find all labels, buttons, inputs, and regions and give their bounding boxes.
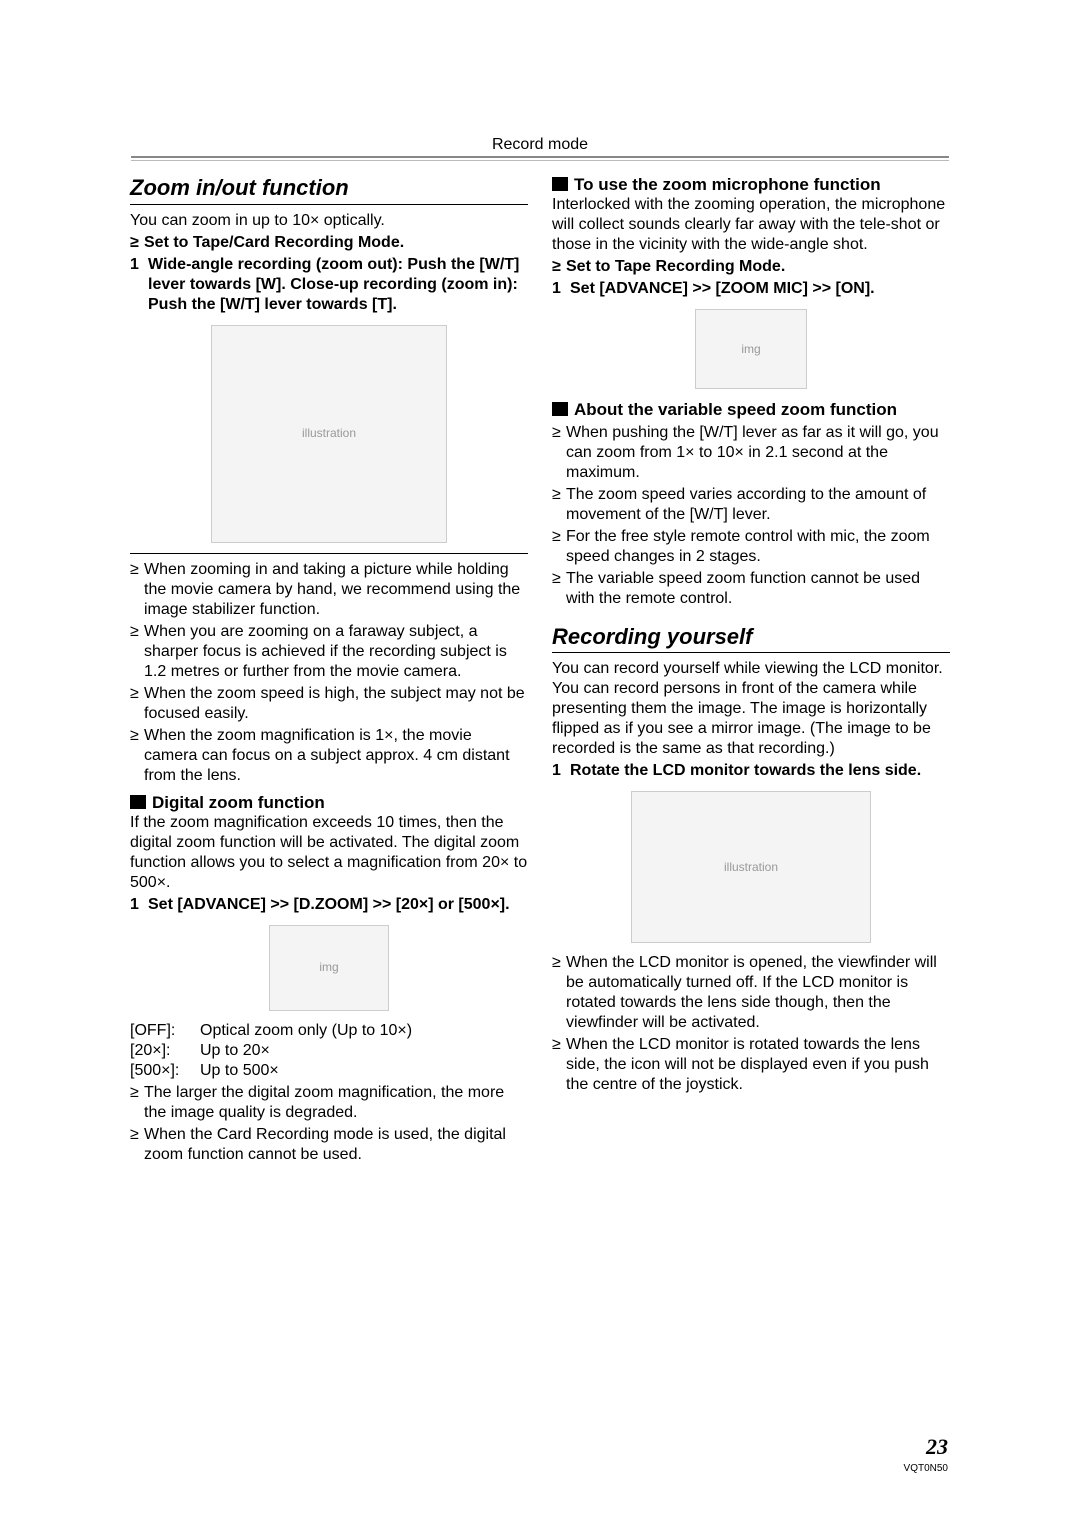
rec-self-notes: When the LCD monitor is opened, the view…: [552, 953, 950, 1095]
step-number: 1: [130, 895, 139, 915]
step-text: Rotate the LCD monitor towards the lens …: [570, 762, 921, 779]
heading-text: To use the zoom microphone function: [574, 174, 881, 195]
page-number: 23: [926, 1434, 948, 1460]
step-number: 1: [552, 279, 561, 299]
digital-zoom-screenshot: img: [269, 925, 389, 1011]
set-mode: Set to Tape Recording Mode.: [552, 257, 950, 277]
table-row: [20×]: Up to 20×: [130, 1041, 528, 1061]
note: When pushing the [W/T] lever as far as i…: [552, 423, 950, 483]
digital-zoom-body: If the zoom magnification exceeds 10 tim…: [130, 813, 528, 893]
opt-val: Up to 20×: [200, 1041, 270, 1061]
opt-key: [500×]:: [130, 1061, 200, 1081]
var-zoom-heading: About the variable speed zoom function: [552, 399, 950, 420]
digital-step: 1 Set [ADVANCE] >> [D.ZOOM] >> [20×] or …: [130, 895, 528, 915]
note: When the LCD monitor is rotated towards …: [552, 1035, 950, 1095]
spacer: [552, 609, 950, 623]
title-rule: [552, 652, 950, 653]
rec-self-step: 1 Rotate the LCD monitor towards the len…: [552, 761, 950, 781]
var-zoom-notes: When pushing the [W/T] lever as far as i…: [552, 423, 950, 609]
note: When the Card Recording mode is used, th…: [130, 1125, 528, 1165]
zoom-intro: You can zoom in up to 10× optically.: [130, 211, 528, 231]
note: The larger the digital zoom magnificatio…: [130, 1083, 528, 1123]
section-header: Record mode: [0, 136, 1080, 154]
step-number: 1: [552, 761, 561, 781]
opt-val: Up to 500×: [200, 1061, 279, 1081]
right-column: To use the zoom microphone function Inte…: [552, 174, 950, 1165]
block-icon: [130, 795, 146, 809]
divider: [130, 553, 528, 554]
title-rule: [130, 204, 528, 205]
step-number: 1: [130, 255, 139, 275]
left-column: Zoom in/out function You can zoom in up …: [130, 174, 528, 1165]
content-columns: Zoom in/out function You can zoom in up …: [130, 174, 950, 1165]
heading-text: Digital zoom function: [152, 792, 325, 813]
step-text: Wide-angle recording (zoom out): Push th…: [148, 256, 519, 313]
note: When the LCD monitor is opened, the view…: [552, 953, 950, 1033]
note: When you are zooming on a faraway subjec…: [130, 622, 528, 682]
note: For the free style remote control with m…: [552, 527, 950, 567]
zoom-options-table: [OFF]: Optical zoom only (Up to 10×) [20…: [130, 1021, 528, 1081]
header-rule: [131, 156, 949, 161]
rotate-lcd-illustration: illustration: [631, 791, 871, 943]
digital-zoom-heading: Digital zoom function: [130, 792, 528, 813]
heading-text: About the variable speed zoom function: [574, 399, 897, 420]
zoom-title: Zoom in/out function: [130, 174, 528, 202]
opt-val: Optical zoom only (Up to 10×): [200, 1021, 412, 1041]
set-mode: Set to Tape/Card Recording Mode.: [130, 233, 528, 253]
note: The variable speed zoom function cannot …: [552, 569, 950, 609]
zoom-mic-screenshot: img: [695, 309, 807, 389]
doc-id: VQT0N50: [904, 1463, 948, 1474]
digital-notes: The larger the digital zoom magnificatio…: [130, 1083, 528, 1165]
block-icon: [552, 402, 568, 416]
camera-zoom-illustration: illustration: [211, 325, 447, 543]
note: When zooming in and taking a picture whi…: [130, 560, 528, 620]
zoom-notes: When zooming in and taking a picture whi…: [130, 560, 528, 786]
zoom-mic-body: Interlocked with the zooming operation, …: [552, 195, 950, 255]
zoom-mic-step: 1 Set [ADVANCE] >> [ZOOM MIC] >> [ON].: [552, 279, 950, 299]
table-row: [500×]: Up to 500×: [130, 1061, 528, 1081]
opt-key: [OFF]:: [130, 1021, 200, 1041]
note: When the zoom magnification is 1×, the m…: [130, 726, 528, 786]
table-row: [OFF]: Optical zoom only (Up to 10×): [130, 1021, 528, 1041]
step-text: Set [ADVANCE] >> [ZOOM MIC] >> [ON].: [570, 280, 875, 297]
zoom-step-1: 1 Wide-angle recording (zoom out): Push …: [130, 255, 528, 315]
note: The zoom speed varies according to the a…: [552, 485, 950, 525]
step-text: Set [ADVANCE] >> [D.ZOOM] >> [20×] or [5…: [148, 896, 510, 913]
note: When the zoom speed is high, the subject…: [130, 684, 528, 724]
block-icon: [552, 177, 568, 191]
opt-key: [20×]:: [130, 1041, 200, 1061]
rec-self-title: Recording yourself: [552, 623, 950, 651]
rec-self-body: You can record yourself while viewing th…: [552, 659, 950, 759]
zoom-mic-heading: To use the zoom microphone function: [552, 174, 950, 195]
